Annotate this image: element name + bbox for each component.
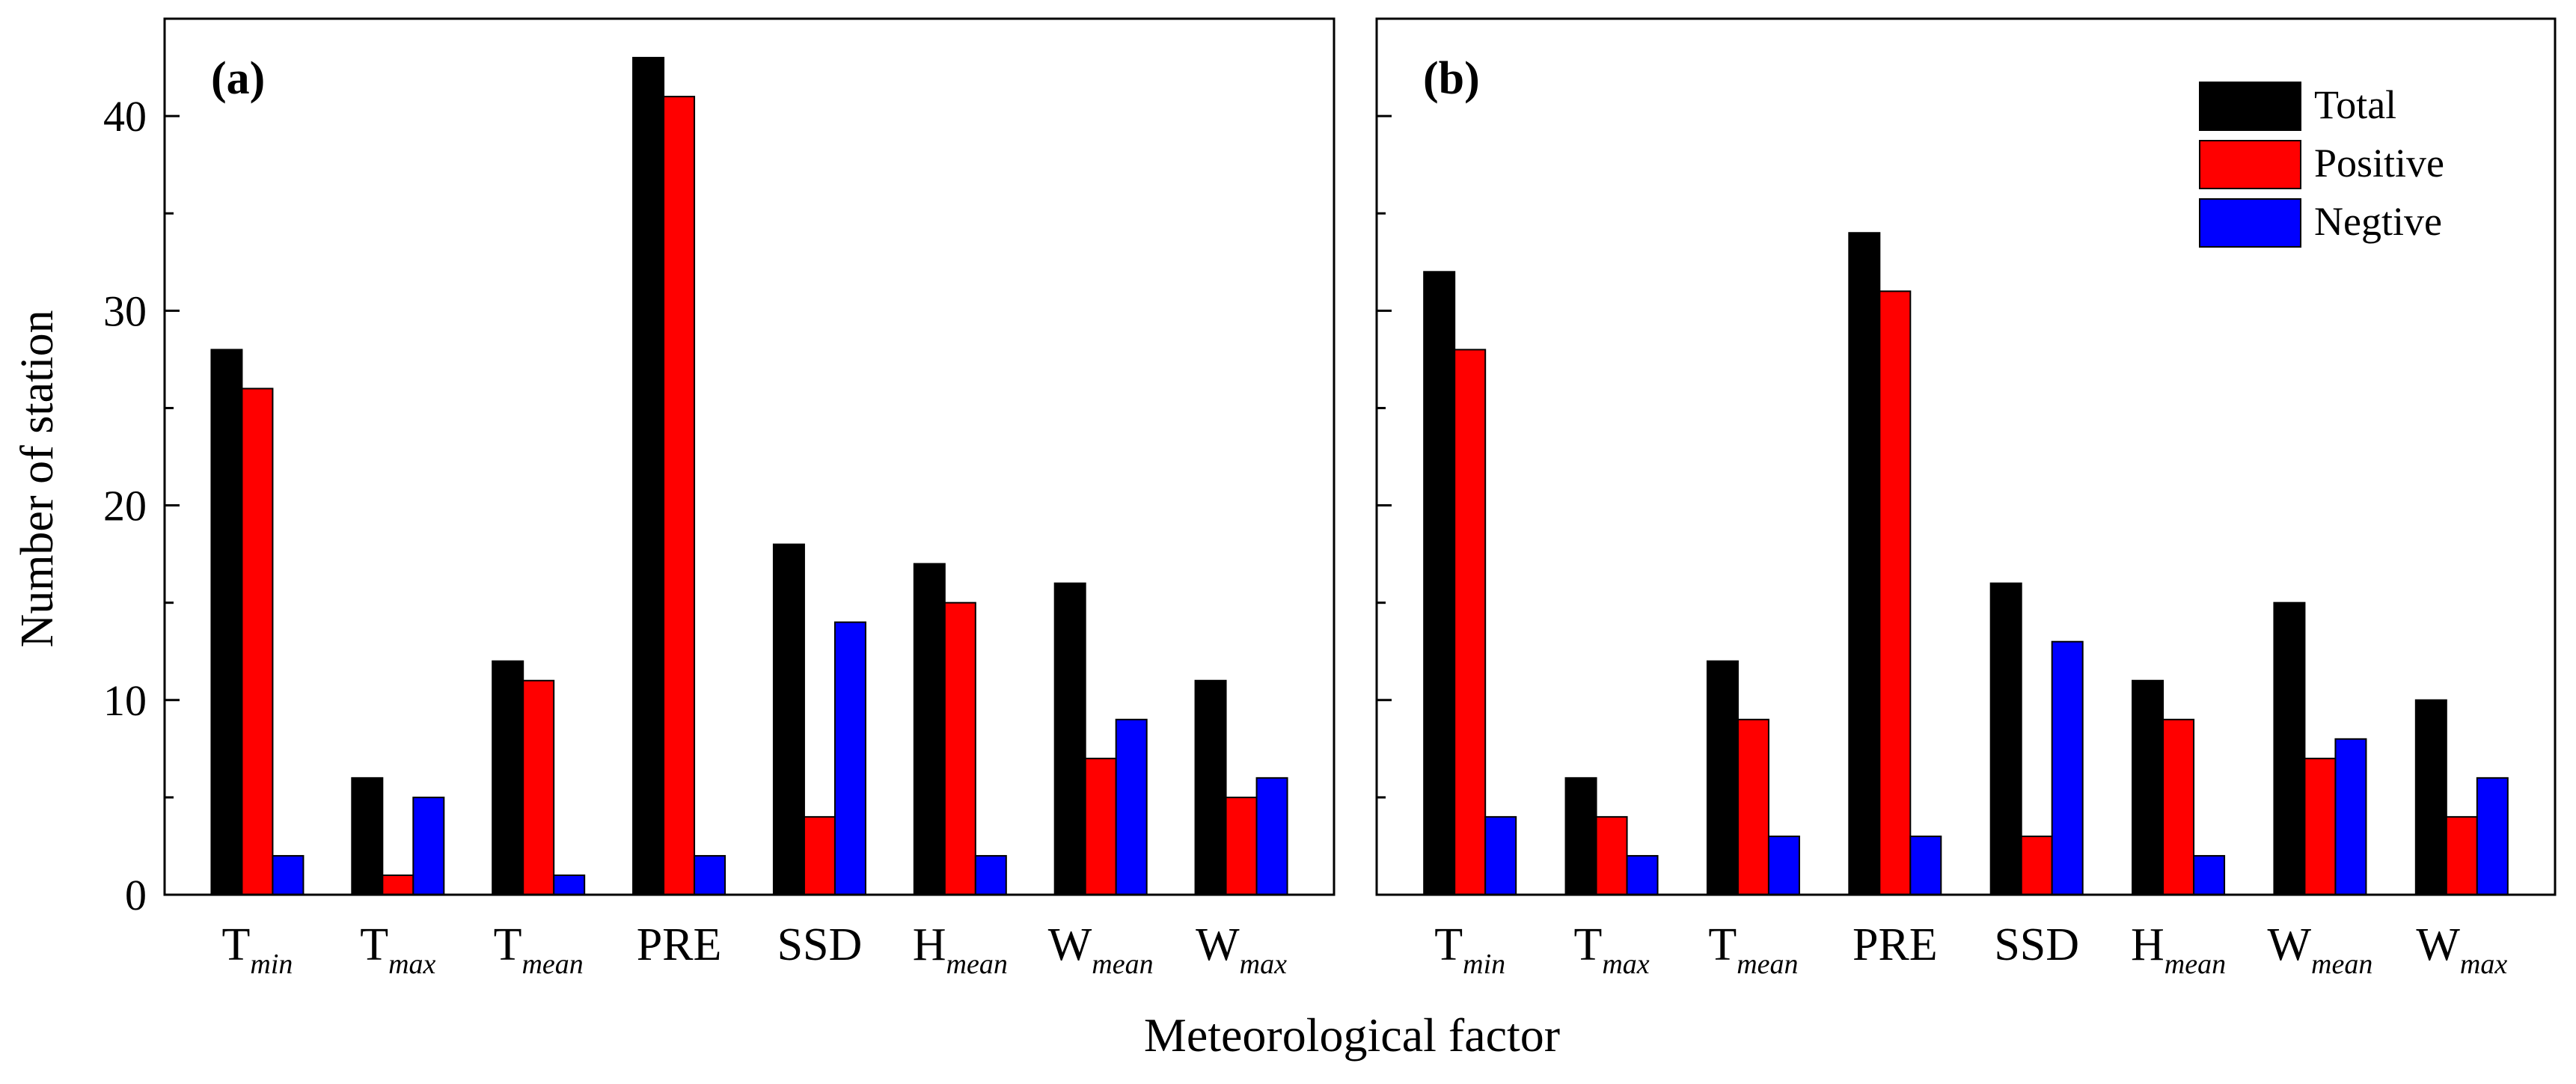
legend-label-positive: Positive — [2314, 141, 2444, 186]
bar-total-0 — [1423, 271, 1456, 895]
bar-positive-3 — [1879, 290, 1912, 895]
x-tick-label: Tmin — [1434, 919, 1505, 980]
legend-swatch-total — [2199, 82, 2301, 131]
bar-positive-5 — [943, 601, 976, 896]
bar-negtive-4 — [2051, 640, 2084, 895]
legend-label-negtive: Negtive — [2314, 199, 2442, 244]
x-axis-label: Meteorological factor — [1144, 1008, 1560, 1062]
bar-total-5 — [913, 563, 946, 895]
bar-positive-6 — [2304, 757, 2337, 895]
bar-total-2 — [1706, 660, 1739, 895]
panel-label: (b) — [1423, 53, 1480, 104]
bar-positive-5 — [2162, 718, 2195, 895]
bar-total-6 — [2273, 601, 2306, 896]
bar-negtive-2 — [553, 874, 586, 896]
bar-positive-7 — [1225, 796, 1258, 896]
bar-negtive-2 — [1767, 835, 1800, 896]
plot-frame — [163, 17, 1336, 896]
x-tick-label: Wmean — [2268, 919, 2373, 980]
bar-negtive-7 — [1255, 777, 1288, 896]
x-tick-label: SSD — [1994, 919, 2079, 970]
bar-positive-2 — [522, 679, 555, 895]
x-tick-label: Hmean — [2131, 919, 2226, 980]
x-tick-label: Tmin — [222, 919, 293, 980]
bar-negtive-4 — [833, 621, 866, 895]
x-tick-label: Wmean — [1048, 919, 1154, 980]
bar-positive-1 — [382, 874, 414, 896]
bar-positive-3 — [663, 96, 696, 896]
y-tick-label: 20 — [103, 482, 147, 530]
x-tick-label: Wmax — [2416, 919, 2507, 980]
panel-b: Tmin Tmax Tmean PRE SSD Hmean Wmean Wmax (b) — [1375, 17, 2557, 980]
y-tick-label: 40 — [103, 92, 147, 141]
bar-total-4 — [1989, 582, 2022, 896]
bar-negtive-5 — [974, 854, 1007, 896]
x-tick-label: Hmean — [913, 919, 1008, 980]
bar-positive-1 — [1595, 815, 1628, 896]
bar-negtive-1 — [412, 796, 445, 896]
bar-negtive-6 — [1115, 718, 1148, 895]
bar-total-2 — [492, 660, 524, 895]
y-tick-label: 0 — [125, 871, 147, 919]
bar-positive-6 — [1084, 757, 1117, 895]
bar-positive-7 — [2445, 815, 2478, 896]
bar-total-1 — [351, 777, 384, 896]
bar-negtive-6 — [2334, 738, 2367, 895]
bar-negtive-5 — [2193, 854, 2226, 896]
bar-total-0 — [210, 349, 243, 895]
bar-negtive-0 — [272, 854, 305, 896]
bar-total-5 — [2132, 679, 2164, 895]
bar-positive-2 — [1737, 718, 1769, 895]
y-axis-label: Number of station — [12, 310, 63, 647]
x-tick-label: Tmax — [360, 919, 435, 980]
bar-total-3 — [632, 57, 665, 896]
legend-swatch-negtive — [2199, 198, 2301, 248]
legend-swatch-positive — [2199, 140, 2301, 189]
panel-a: 0 10 20 30 40 Tmin Tmax Tmean PRE SSD Hmean Wmean Wm… — [103, 17, 1336, 980]
plot-frame — [1375, 17, 2557, 896]
y-tick-label: 10 — [103, 676, 147, 725]
bar-negtive-3 — [694, 854, 726, 896]
bar-negtive-7 — [2476, 777, 2509, 896]
bar-positive-4 — [803, 815, 836, 896]
x-tick-label: Tmean — [1708, 919, 1798, 980]
bar-negtive-0 — [1484, 815, 1517, 896]
y-tick-label: 30 — [103, 287, 147, 335]
bar-total-6 — [1053, 582, 1086, 896]
bar-negtive-3 — [1909, 835, 1942, 896]
x-tick-label: Wmax — [1196, 919, 1287, 980]
bar-total-7 — [1194, 679, 1227, 895]
x-tick-label: PRE — [637, 919, 722, 970]
bar-positive-0 — [241, 388, 274, 895]
bar-total-7 — [2414, 699, 2447, 895]
bar-negtive-1 — [1626, 854, 1659, 896]
legend-label-total: Total — [2314, 82, 2396, 127]
x-tick-label: Tmax — [1573, 919, 1649, 980]
bar-total-1 — [1564, 777, 1597, 896]
legend: Total Positive Negtive — [2199, 82, 2444, 248]
x-tick-label: Tmean — [494, 919, 584, 980]
bar-positive-4 — [2020, 835, 2053, 896]
bar-positive-0 — [1454, 349, 1487, 895]
x-tick-label: PRE — [1853, 919, 1938, 970]
bar-total-4 — [772, 543, 805, 895]
panel-label: (a) — [211, 53, 265, 104]
x-tick-label: SSD — [777, 919, 863, 970]
bar-total-3 — [1848, 232, 1881, 895]
